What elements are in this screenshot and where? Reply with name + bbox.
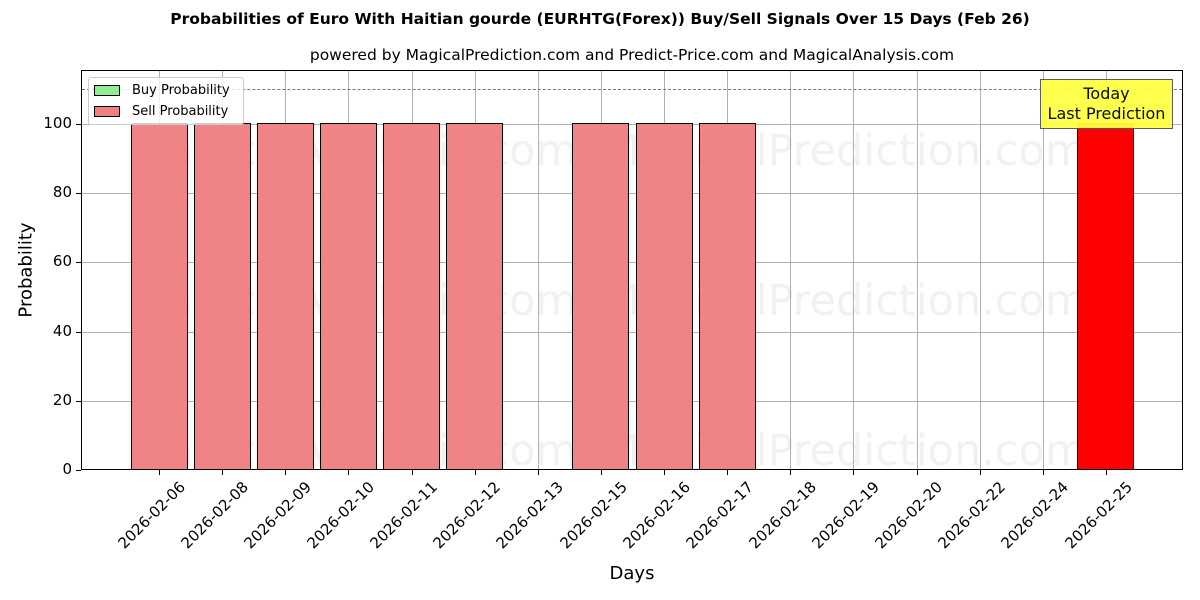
x-tick-mark: [348, 470, 350, 475]
x-tick-mark: [1105, 470, 1107, 475]
y-tick-label: 100: [43, 114, 72, 132]
x-tick-mark: [727, 470, 729, 475]
sell-bar: [130, 123, 188, 469]
x-tick-mark: [853, 470, 855, 475]
gridline-horizontal: [82, 193, 1182, 195]
x-tick-label: 2026-02-22: [934, 478, 1010, 553]
buy-swatch-icon: [94, 84, 120, 96]
legend-buy-label: Buy Probability: [132, 82, 230, 98]
gridline-vertical: [979, 71, 981, 469]
x-tick-label: 2026-02-25: [1061, 478, 1136, 553]
y-tick-mark: [76, 470, 81, 471]
sell-bar: [383, 123, 441, 469]
reference-line: [82, 89, 1182, 91]
sell-bar: [446, 123, 504, 469]
legend-sell-label: Sell Probability: [132, 103, 229, 119]
gridline-vertical: [537, 71, 539, 469]
chart-subtitle: powered by MagicalPrediction.com and Pre…: [309, 46, 955, 64]
gridline-horizontal: [82, 124, 1182, 125]
x-tick-mark: [285, 470, 287, 475]
sell-bar: [319, 123, 377, 469]
y-tick-mark: [76, 193, 81, 195]
x-tick-label: 2026-02-15: [556, 478, 631, 553]
today-label: Today: [1083, 84, 1130, 103]
legend-item-sell: Sell Probability: [94, 102, 228, 120]
x-tick-mark: [916, 470, 918, 475]
x-tick-label: 2026-02-12: [429, 478, 505, 553]
sell-bar: [1077, 123, 1135, 469]
sell-bar: [256, 123, 314, 469]
gridline-vertical: [853, 71, 855, 469]
plot-area: MagicalAnalysis.comMagicalPrediction.com…: [81, 70, 1183, 470]
y-tick-label: 20: [52, 390, 72, 409]
x-tick-label: 2026-02-17: [682, 478, 757, 553]
today-annotation: Today Last Prediction: [1040, 79, 1173, 129]
sell-bar: [193, 123, 251, 469]
sell-bar: [698, 123, 756, 469]
x-tick-label: 2026-02-13: [492, 478, 568, 553]
x-tick-label: 2026-02-06: [114, 478, 189, 553]
y-tick-label: 60: [52, 252, 72, 271]
y-tick-mark: [76, 400, 81, 402]
x-tick-label: 2026-02-09: [240, 478, 315, 553]
y-tick-label: 0: [62, 460, 72, 478]
last-prediction-label: Last Prediction: [1047, 104, 1166, 123]
x-tick-mark: [222, 470, 224, 475]
x-axis-label: Days: [609, 563, 655, 584]
gridline-vertical: [790, 71, 792, 469]
x-tick-label: 2026-02-16: [619, 478, 694, 553]
x-tick-label: 2026-02-20: [871, 478, 947, 553]
x-tick-label: 2026-02-24: [997, 478, 1073, 553]
x-tick-label: 2026-02-08: [177, 478, 252, 553]
gridline-vertical: [916, 71, 918, 469]
sell-bar: [572, 123, 630, 469]
x-tick-mark: [474, 470, 476, 475]
y-tick-mark: [76, 124, 81, 125]
y-tick-mark: [76, 262, 81, 264]
y-tick-label: 80: [52, 183, 72, 202]
legend: Buy Probability Sell Probability: [88, 77, 244, 125]
x-tick-label: 2026-02-10: [303, 478, 378, 553]
x-tick-mark: [600, 470, 602, 475]
x-tick-mark: [979, 470, 981, 475]
legend-item-buy: Buy Probability: [94, 81, 230, 99]
gridline-horizontal: [82, 331, 1182, 333]
x-tick-mark: [411, 470, 413, 475]
x-tick-mark: [664, 470, 666, 475]
sell-bar: [635, 123, 693, 469]
x-tick-label: 2026-02-18: [745, 478, 820, 553]
x-tick-label: 2026-02-11: [366, 478, 442, 553]
y-tick-label: 40: [52, 321, 72, 340]
gridline-horizontal: [82, 400, 1182, 402]
x-tick-mark: [1042, 470, 1044, 475]
x-tick-label: 2026-02-19: [808, 478, 883, 553]
chart-title: Probabilities of Euro With Haitian gourd…: [170, 10, 1030, 28]
y-axis-label: Probability: [15, 222, 37, 318]
x-tick-mark: [159, 470, 160, 475]
x-tick-mark: [790, 470, 792, 475]
sell-swatch-icon: [94, 105, 120, 117]
x-tick-mark: [537, 470, 539, 475]
y-tick-mark: [76, 331, 81, 333]
gridline-vertical: [1042, 71, 1044, 469]
gridline-horizontal: [82, 262, 1182, 264]
